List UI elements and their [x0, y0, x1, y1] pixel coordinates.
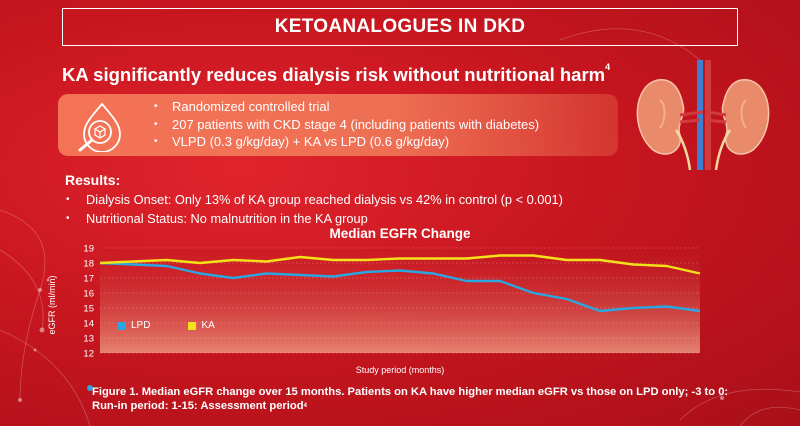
- y-tick-label: 18: [83, 259, 94, 270]
- legend-label-ka: KA: [201, 320, 215, 331]
- chart-title: Median EGFR Change: [329, 226, 471, 241]
- legend-item-lpd: LPD: [118, 320, 150, 331]
- egfr-line-chart: 19 18 17 16 15 14 13 12: [83, 244, 701, 360]
- chart-y-axis-label: eGFR (ml/min): [47, 275, 57, 335]
- subtitle-ref: 4: [605, 62, 611, 72]
- kidney-illustration: [636, 60, 770, 170]
- series-line-lpd: [99, 261, 701, 313]
- study-design-panel: Randomized controlled trial 207 patients…: [58, 94, 618, 156]
- figure-caption: Figure 1. Median eGFR change over 15 mon…: [92, 385, 752, 413]
- y-tick-label: 15: [83, 304, 94, 315]
- series-line-ka: [99, 254, 701, 275]
- research-icon: [78, 102, 121, 152]
- y-tick-label: 17: [83, 274, 94, 285]
- results-list: Dialysis Onset: Only 13% of KA group rea…: [64, 190, 563, 228]
- list-item: Dialysis Onset: Only 13% of KA group rea…: [64, 190, 563, 209]
- y-tick-label: 13: [83, 334, 94, 345]
- chart-x-axis-label: Study period (months): [355, 365, 445, 375]
- y-tick-label: 16: [83, 289, 94, 300]
- plot-area: [100, 248, 700, 353]
- subtitle-text: KA significantly reduces dialysis risk w…: [62, 64, 606, 85]
- legend-item-ka: KA: [188, 320, 215, 331]
- y-tick-label: 12: [83, 349, 94, 360]
- chart-legend: LPD KA: [118, 320, 215, 331]
- legend-label-lpd: LPD: [131, 320, 151, 331]
- study-bullets: Randomized controlled trial 207 patients…: [154, 98, 539, 151]
- list-item: VLPD (0.3 g/kg/day) + KA vs LPD (0.6 g/k…: [154, 133, 539, 151]
- caption-text: Figure 1. Median eGFR change over 15 mon…: [92, 386, 729, 412]
- decorative-dot: [87, 385, 93, 391]
- list-item: 207 patients with CKD stage 4 (including…: [154, 116, 539, 134]
- caption-ref: 4: [303, 403, 307, 409]
- list-item: Randomized controlled trial: [154, 98, 539, 116]
- legend-swatch-lpd: [118, 321, 126, 330]
- slide-subtitle: KA significantly reduces dialysis risk w…: [62, 62, 611, 86]
- results-heading: Results:: [65, 172, 121, 188]
- page-title: KETOANALOGUES IN DKD: [62, 8, 738, 46]
- legend-swatch-ka: [188, 321, 197, 330]
- y-tick-label: 19: [83, 244, 94, 255]
- list-item: Nutritional Status: No malnutrition in t…: [64, 209, 563, 228]
- y-tick-label: 14: [83, 319, 94, 330]
